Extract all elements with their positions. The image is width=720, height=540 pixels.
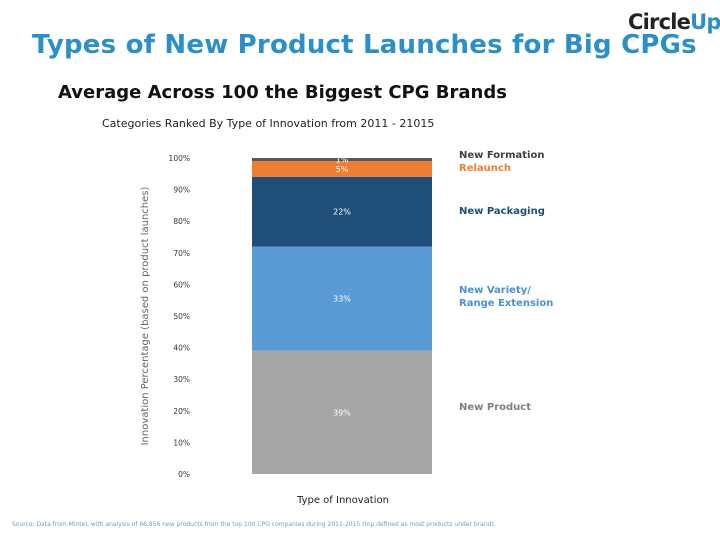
y-axis-label: Innovation Percentage (based on product … <box>140 187 151 446</box>
legend-entry: New Formation <box>459 150 544 161</box>
bar-segment <box>252 161 432 177</box>
slide-title: Types of New Product Launches for Big CP… <box>32 30 697 60</box>
logo-text: Circle <box>628 10 691 34</box>
chart-legend: New Product New Variety/Range Extension Ne… <box>459 150 553 413</box>
chart-description: Categories Ranked By Type of Innovation … <box>102 117 435 130</box>
bar-segment <box>252 350 432 474</box>
logo-accent-text: Up <box>690 10 720 34</box>
legend-entry: New Packaging <box>459 206 545 217</box>
legend-entry: New Variety/Range Extension <box>459 285 553 309</box>
data-labels: 39% 33% 22% 5%1% <box>333 156 351 418</box>
data-label: 33% <box>333 295 351 304</box>
chart-subtitle: Average Across 100 the Biggest CPG Brand… <box>58 82 507 103</box>
y-tick-label: 0% <box>178 470 190 479</box>
y-tick-label: 20% <box>173 407 190 416</box>
stacked-bar-chart: 0% 10% 20% 30% 40% 50% 60% 70% 80% 90% 100% Innova… <box>140 150 553 506</box>
y-tick-label: 10% <box>173 438 190 447</box>
bar-segment <box>252 246 432 351</box>
y-tick-label: 30% <box>173 375 190 384</box>
bar-segments <box>252 158 432 474</box>
legend-entry: New Product <box>459 402 531 413</box>
data-label: 39% <box>333 408 351 417</box>
y-tick-label: 80% <box>173 217 190 226</box>
y-axis-ticks: 0% 10% 20% 30% 40% 50% 60% 70% 80% 90% 100% <box>169 154 190 479</box>
data-label: 5% <box>336 165 349 174</box>
source-note: Source: Data from Mintel, with analysis … <box>12 521 496 528</box>
data-label: 22% <box>333 208 351 217</box>
y-tick-label: 90% <box>173 186 190 195</box>
y-tick-label: 100% <box>169 154 190 163</box>
data-label: 1% <box>336 156 349 165</box>
y-tick-label: 40% <box>173 344 190 353</box>
circleup-logo: CircleUp <box>628 10 720 34</box>
bar-segment <box>252 176 432 247</box>
x-axis-label: Type of Innovation <box>296 495 389 506</box>
y-tick-label: 50% <box>173 312 190 321</box>
bar-segment <box>252 158 432 162</box>
legend-entry: Relaunch <box>459 163 511 174</box>
y-tick-label: 60% <box>173 280 190 289</box>
y-tick-label: 70% <box>173 249 190 258</box>
